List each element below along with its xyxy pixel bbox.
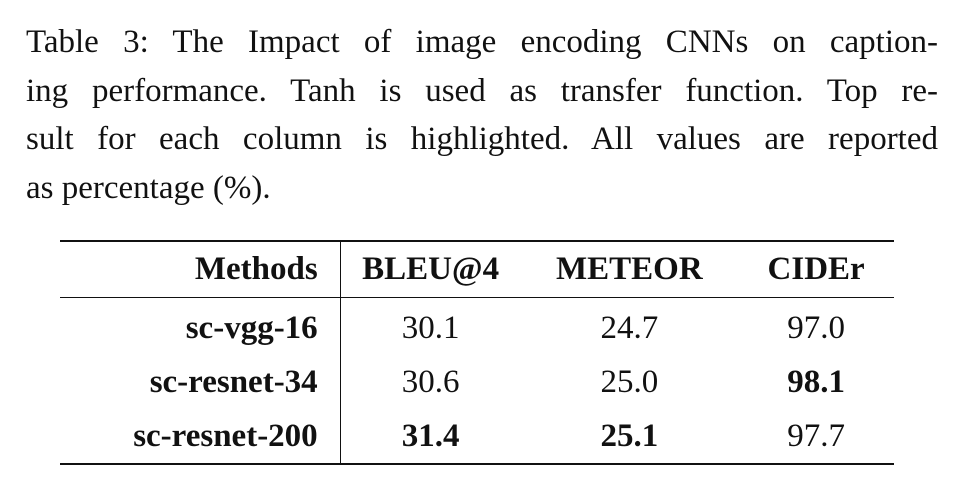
table-body: sc-vgg-16 30.1 24.7 97.0 sc-resnet-34 30… bbox=[60, 297, 894, 464]
bleu4-cell: 30.6 bbox=[401, 363, 460, 400]
table-row: sc-resnet-34 30.6 25.0 98.1 bbox=[60, 355, 894, 409]
cider-cell: 98.1 bbox=[787, 363, 845, 400]
meteor-cell: 25.0 bbox=[600, 363, 659, 400]
header-meteor: METEOR bbox=[556, 251, 703, 287]
caption-line: sult for each column is highlighted. All… bbox=[26, 121, 938, 157]
header-methods: Methods bbox=[60, 241, 341, 298]
table-header: Methods BLEU@4 METEOR CIDEr bbox=[60, 241, 894, 298]
bleu4-cell: 30.1 bbox=[401, 309, 460, 346]
meteor-cell: 25.1 bbox=[600, 417, 659, 454]
meteor-cell: 24.7 bbox=[600, 309, 659, 346]
method-cell: sc-resnet-200 bbox=[60, 409, 341, 464]
table-row: sc-resnet-200 31.4 25.1 97.7 bbox=[60, 409, 894, 464]
table-caption: Table 3: The Impact of image encoding CN… bbox=[26, 18, 938, 212]
header-row: Methods BLEU@4 METEOR CIDEr bbox=[60, 241, 894, 298]
method-cell: sc-vgg-16 bbox=[60, 297, 341, 355]
header-bleu4: BLEU@4 bbox=[362, 251, 500, 287]
header-cider: CIDEr bbox=[767, 251, 865, 287]
bleu4-cell: 31.4 bbox=[401, 417, 460, 454]
table-row: sc-vgg-16 30.1 24.7 97.0 bbox=[60, 297, 894, 355]
caption-line: Table 3: The Impact of image encoding CN… bbox=[26, 24, 938, 60]
cider-cell: 97.0 bbox=[787, 309, 845, 346]
method-cell: sc-resnet-34 bbox=[60, 355, 341, 409]
caption-line: ing performance. Tanh is used as transfe… bbox=[26, 72, 938, 109]
cider-cell: 97.7 bbox=[787, 417, 845, 454]
caption-line: as percentage (%). bbox=[26, 169, 271, 206]
results-table: Methods BLEU@4 METEOR CIDEr sc-vgg-16 30… bbox=[60, 240, 894, 465]
